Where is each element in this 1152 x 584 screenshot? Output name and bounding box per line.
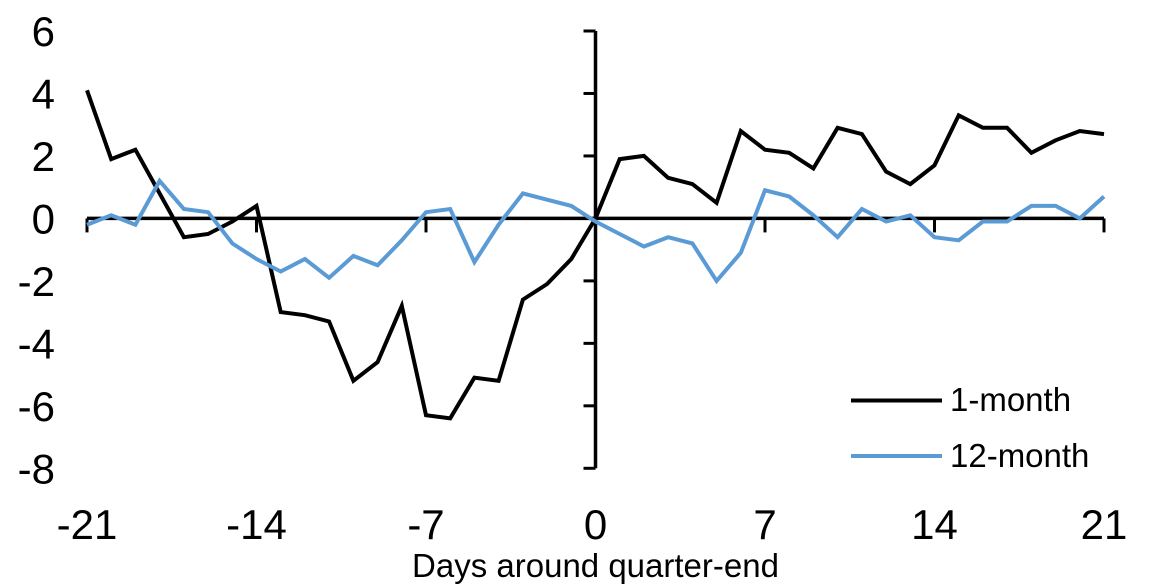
- x-tick-labels: -21 -14 -7 0 7 14 21: [57, 501, 1128, 548]
- series-line-1-month: [85, 89, 1105, 421]
- y-tick-label--2: -2: [18, 258, 55, 305]
- legend: 1-month 12-month: [851, 381, 1089, 474]
- x-tick-label-21: 21: [1081, 501, 1128, 548]
- x-tick-label-7: 7: [753, 501, 776, 548]
- y-tick-label-4: 4: [32, 70, 55, 117]
- x-axis-title: Days around quarter-end: [412, 547, 779, 584]
- legend-label-1-month: 1-month: [950, 381, 1071, 418]
- x-tick-label-14: 14: [911, 501, 958, 548]
- x-tick-label--14: -14: [226, 501, 287, 548]
- x-tick-label-0: 0: [584, 501, 607, 548]
- series-line-12-month: [86, 177, 1106, 285]
- y-tick-label-6: 6: [32, 8, 55, 55]
- y-tick-labels: 6 4 2 0 -2 -4 -6 -8: [18, 8, 55, 492]
- y-tick-label--4: -4: [18, 320, 55, 367]
- y-tick-label--6: -6: [18, 383, 55, 430]
- x-tick-label--7: -7: [407, 501, 444, 548]
- y-tick-label--8: -8: [18, 445, 55, 492]
- legend-label-12-month: 12-month: [950, 437, 1089, 474]
- y-ticks: [583, 29, 596, 470]
- x-tick-label--21: -21: [57, 501, 118, 548]
- series-lines: [85, 89, 1106, 421]
- y-tick-label-2: 2: [32, 133, 55, 180]
- y-tick-label-0: 0: [32, 195, 55, 242]
